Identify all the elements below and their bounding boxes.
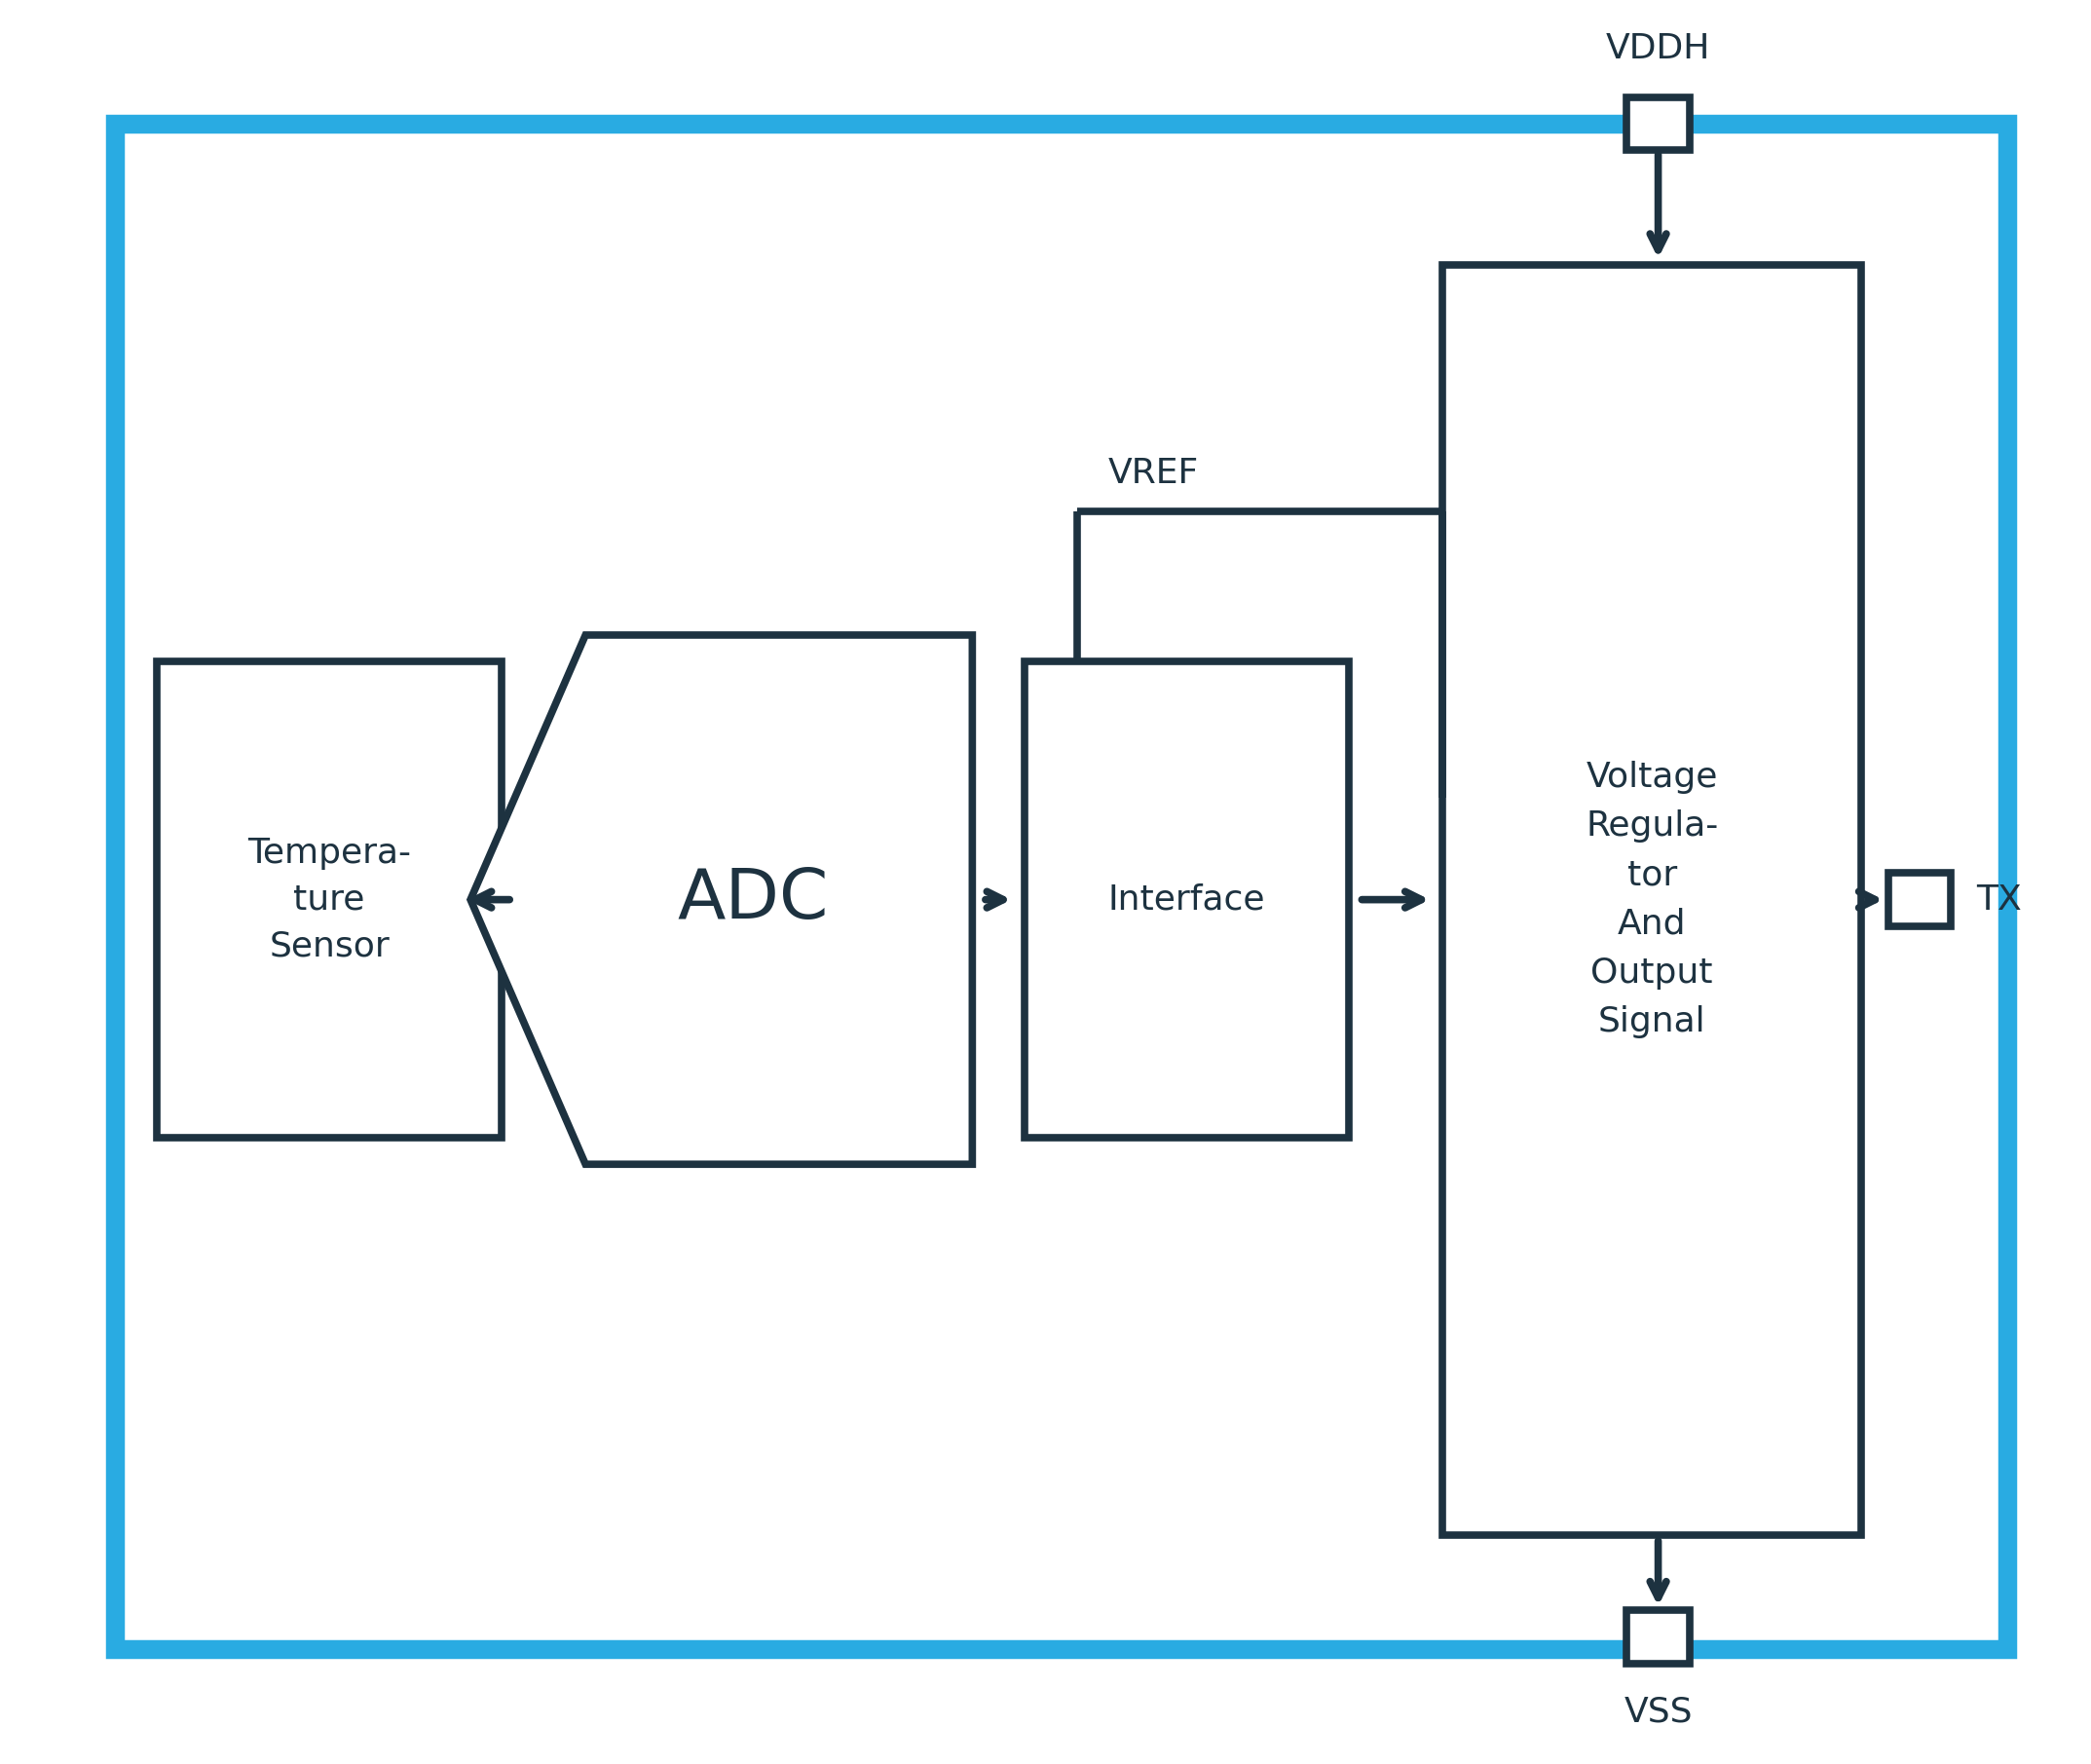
Text: VDDH: VDDH [1606, 32, 1710, 65]
Bar [1888, 873, 1951, 926]
Bar [157, 662, 502, 1138]
Bar [1025, 662, 1349, 1138]
Text: Interface: Interface [1108, 884, 1265, 916]
Text: VREF: VREF [1108, 457, 1198, 490]
Text: Voltage
Regula-
tor
And
Output
Signal: Voltage Regula- tor And Output Signal [1585, 760, 1719, 1039]
Text: TX: TX [1976, 884, 2022, 916]
Bar [1627, 97, 1690, 150]
Bar [1627, 1611, 1690, 1663]
Text: ADC: ADC [677, 866, 828, 933]
Text: Tempera-
ture
Sensor: Tempera- ture Sensor [247, 836, 412, 963]
Bar [1443, 265, 1861, 1535]
Polygon shape [470, 635, 972, 1164]
Bar [115, 123, 2007, 1649]
Text: VSS: VSS [1625, 1695, 1692, 1729]
